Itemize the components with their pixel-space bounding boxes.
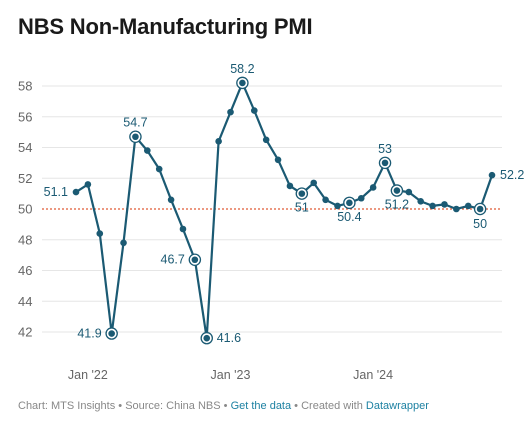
data-points — [72, 76, 496, 345]
data-point — [227, 108, 234, 116]
footer-separator-3: • — [294, 400, 299, 412]
data-point — [191, 256, 199, 264]
data-label: 58.2 — [230, 62, 254, 76]
x-tick-label: Jan '22 — [68, 368, 108, 382]
footer-separator-1: • — [118, 400, 123, 412]
data-label: 50 — [473, 217, 487, 231]
y-axis: 42 44 46 48 50 52 54 56 58 — [18, 79, 32, 340]
data-point — [274, 156, 282, 164]
data-point — [357, 194, 365, 202]
x-axis: Jan '22 Jan '23 Jan '24 — [68, 368, 393, 382]
y-tick-label: 48 — [18, 232, 32, 247]
data-point — [334, 202, 341, 210]
footer-created-with: Created with — [301, 400, 363, 412]
data-label: 51 — [295, 201, 309, 215]
data-point — [464, 202, 472, 210]
data-point — [120, 239, 127, 247]
data-point — [72, 188, 80, 196]
data-label: 53 — [378, 142, 392, 156]
data-point — [84, 181, 92, 188]
data-labels: 51.1 41.9 54.7 46.7 41.6 58.2 51 50.4 53 51.2 50 52… — [44, 62, 525, 345]
data-point — [381, 159, 389, 167]
data-label: 54.7 — [123, 116, 147, 130]
data-point — [393, 187, 401, 194]
chart-title: NBS Non-Manufacturing PMI — [18, 14, 313, 39]
x-tick-label: Jan '23 — [211, 368, 251, 382]
data-point — [310, 179, 318, 187]
data-point — [155, 165, 163, 173]
data-point — [167, 196, 175, 204]
y-tick-label: 52 — [18, 171, 32, 186]
get-the-data-link[interactable]: Get the data — [230, 400, 292, 412]
y-tick-label: 42 — [18, 325, 32, 340]
data-point — [346, 199, 353, 207]
data-point — [453, 205, 460, 213]
data-point — [215, 138, 222, 145]
y-tick-label: 46 — [18, 263, 32, 278]
data-label: 46.7 — [161, 253, 185, 267]
data-label: 51.1 — [44, 185, 68, 199]
data-point — [417, 198, 424, 205]
data-point — [179, 225, 187, 233]
data-point — [405, 188, 413, 196]
y-tick-label: 50 — [18, 202, 32, 217]
data-point — [144, 147, 151, 154]
data-point — [322, 196, 329, 204]
data-point — [250, 107, 258, 114]
data-point — [298, 190, 306, 197]
x-tick-label: Jan '24 — [353, 368, 393, 382]
data-label: 41.9 — [77, 327, 101, 341]
data-label: 51.2 — [385, 198, 409, 212]
chart-footer: Chart: MTS Insights • Source: China NBS … — [18, 400, 429, 412]
y-tick-label: 54 — [18, 140, 32, 155]
y-tick-label: 58 — [18, 79, 32, 94]
y-tick-label: 56 — [18, 109, 32, 124]
data-label: 41.6 — [217, 331, 241, 345]
data-point — [239, 79, 246, 87]
data-point — [441, 201, 448, 208]
datawrapper-link[interactable]: Datawrapper — [365, 400, 429, 412]
footer-separator-2: • — [223, 400, 228, 412]
data-point — [286, 182, 294, 190]
data-point — [132, 133, 139, 141]
data-point — [369, 184, 377, 191]
data-point — [203, 334, 211, 342]
data-label: 52.2 — [500, 168, 524, 182]
footer-source: Source: China NBS — [125, 400, 221, 412]
data-label: 50.4 — [337, 210, 361, 224]
data-point — [429, 202, 436, 210]
footer-chart-by: Chart: MTS Insights — [18, 400, 116, 412]
data-point — [488, 171, 496, 179]
data-point — [476, 205, 484, 213]
line-chart: 42 44 46 48 50 52 54 56 58 Jan '22 Jan '23 Jan '24… — [18, 62, 525, 382]
data-point — [262, 136, 270, 144]
y-tick-label: 44 — [18, 294, 32, 309]
data-point — [108, 330, 115, 337]
data-point — [96, 230, 104, 237]
